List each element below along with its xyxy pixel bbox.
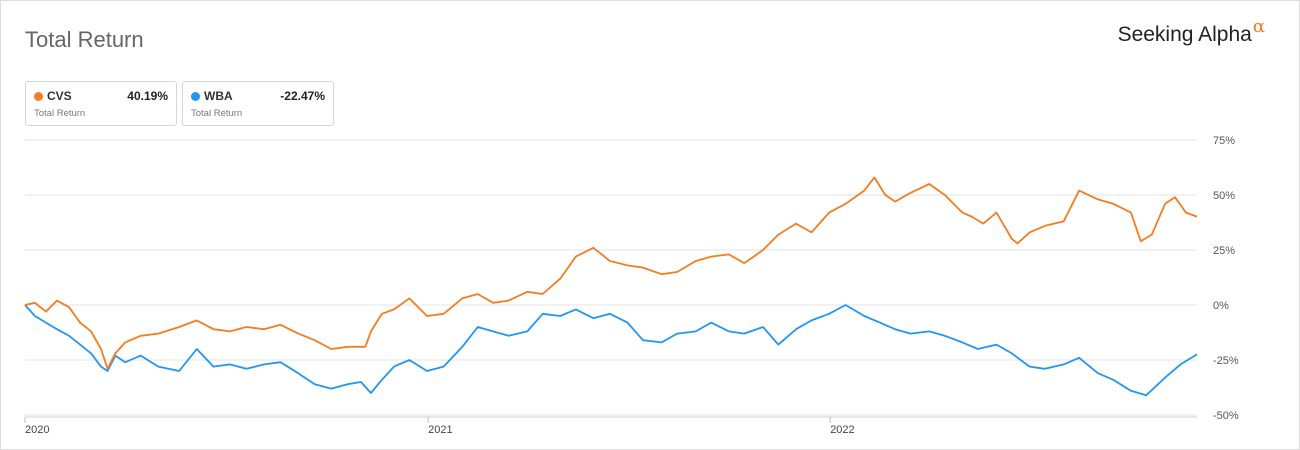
grid: [25, 139, 1197, 416]
page-title: Total Return: [25, 27, 144, 52]
axis-layer: 75% 50% 25% 0% -25% -50% 2020 2021 2022: [24, 135, 1239, 436]
legend-name: CVS: [47, 89, 72, 103]
alpha-icon: α: [1252, 16, 1265, 37]
legend-value: 40.19%: [127, 89, 168, 103]
y-tick-label: -25%: [1213, 355, 1239, 367]
brand-logo: Seeking Alphaα: [1117, 16, 1265, 47]
cvs-dot-icon: [34, 92, 43, 101]
legend-card-cvs[interactable]: CVS 40.19% Total Return: [25, 81, 177, 126]
legend-value: -22.47%: [280, 89, 325, 103]
y-tick-label: -50%: [1213, 410, 1239, 422]
series-line-cvs[interactable]: [24, 176, 1198, 370]
brand-name: Seeking Alpha: [1117, 23, 1252, 46]
x-tick-label: 2020: [25, 424, 49, 436]
y-tick-label: 0%: [1213, 300, 1229, 312]
series-line-wba[interactable]: [24, 304, 1198, 397]
x-tick-label: 2022: [830, 424, 854, 436]
wba-dot-icon: [191, 92, 200, 101]
y-tick-label: 50%: [1213, 190, 1235, 202]
y-tick-label: 75%: [1213, 135, 1235, 147]
y-tick-label: 25%: [1213, 245, 1235, 257]
legend-label: Total Return: [34, 108, 86, 119]
series-layer: [24, 176, 1198, 397]
legend-label: Total Return: [191, 108, 243, 119]
legend-card-wba[interactable]: WBA -22.47% Total Return: [182, 81, 334, 126]
x-tick-label: 2021: [428, 424, 452, 436]
legend-name: WBA: [204, 89, 233, 103]
